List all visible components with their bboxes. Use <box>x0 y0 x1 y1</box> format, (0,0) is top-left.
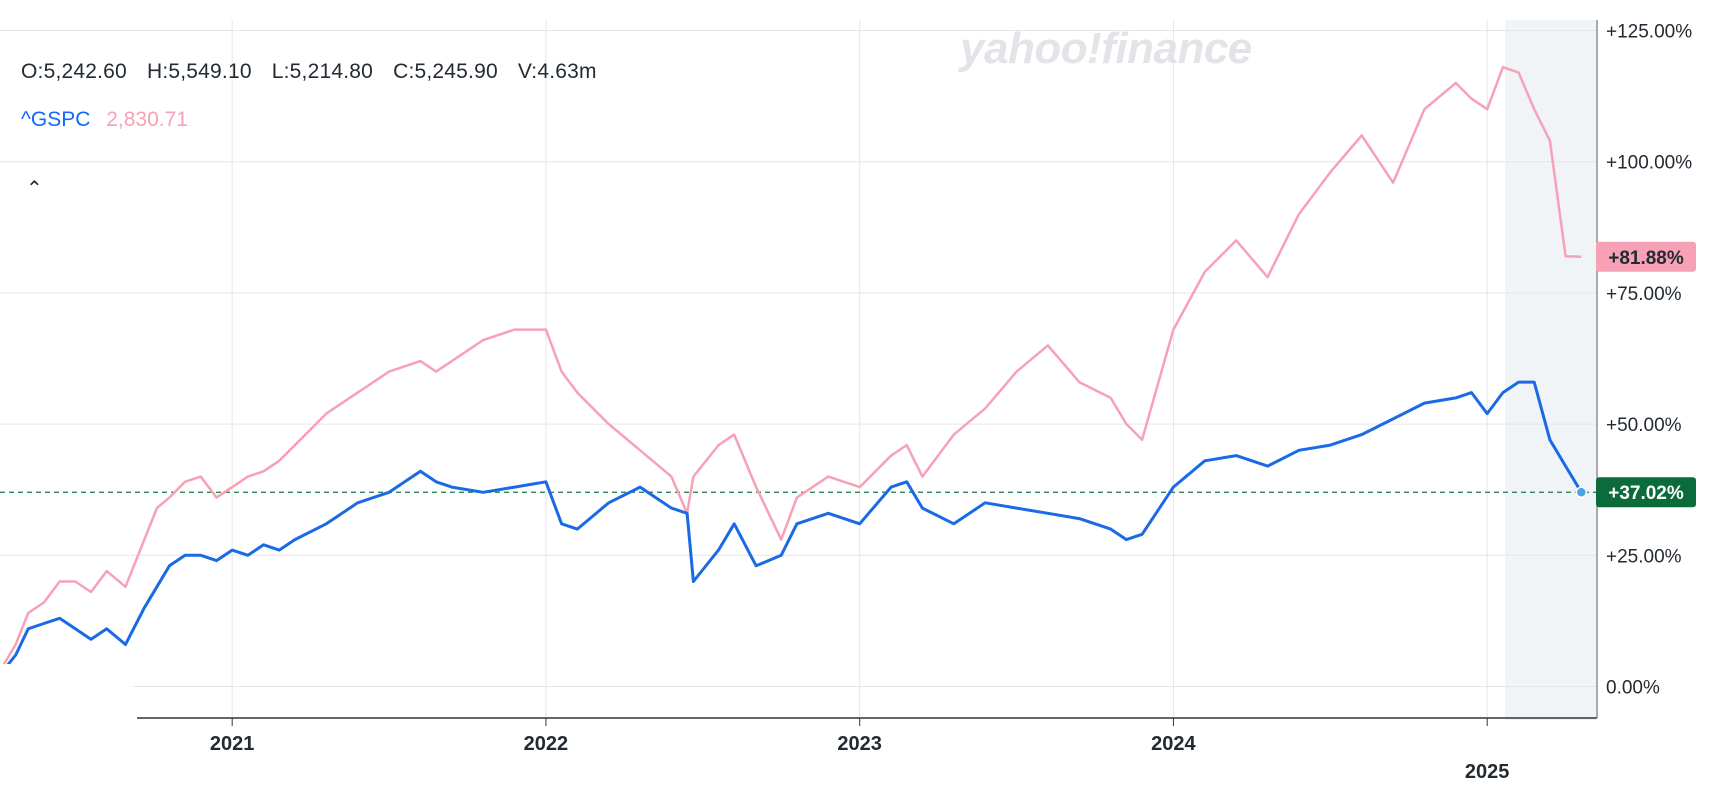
legend: ^GSPC 2,830.71 <box>21 108 188 132</box>
y-tick-label: 0.00% <box>1606 678 1660 699</box>
series-line-gspc <box>1 380 1583 672</box>
legend-symbol[interactable]: ^GSPC <box>21 108 91 131</box>
y-tick-label: +50.00% <box>1606 415 1682 436</box>
chevron-up-icon[interactable]: ⌃ <box>26 178 43 200</box>
last-value-label: +37.02% <box>1608 483 1684 504</box>
open-value: O:5,242.60 <box>21 60 127 83</box>
close-value: C:5,245.90 <box>393 60 498 83</box>
y-tick-label: +100.00% <box>1606 153 1692 174</box>
last-point-marker <box>1575 486 1588 498</box>
volume-value: V:4.63m <box>517 60 597 83</box>
legend-compare-value: 2,830.71 <box>106 108 188 131</box>
x-tick-label: 2022 <box>524 733 569 755</box>
y-tick-label: +125.00% <box>1606 21 1692 42</box>
x-tick-label: 2023 <box>837 733 882 755</box>
x-tick-label: 2021 <box>210 733 255 755</box>
x-axis-ticks: 2021 2022 2023 2024 2025 <box>210 718 1510 783</box>
corner-overlay <box>0 664 135 793</box>
y-tick-label: +75.00% <box>1606 284 1682 305</box>
grid-lines <box>0 20 1597 718</box>
low-value: L:5,214.80 <box>271 60 374 83</box>
x-tick-label: 2025 <box>1465 761 1510 783</box>
series-line-comparison <box>2 65 1582 667</box>
last-value-label: +81.88% <box>1608 248 1684 269</box>
ohlc-readout: O:5,242.60 H:5,549.10 L:5,214.80 C:5,245… <box>21 60 611 84</box>
forecast-shade <box>1505 20 1596 720</box>
x-tick-label: 2024 <box>1151 733 1196 755</box>
yahoo-finance-logo: yahoo!finance <box>960 24 1252 73</box>
high-value: H:5,549.10 <box>146 60 252 83</box>
series-lines <box>1 65 1588 672</box>
y-tick-label: +25.00% <box>1606 546 1682 567</box>
y-axis-ticks: +125.00% +100.00% +75.00% +50.00% +25.00% 0.0… <box>1606 21 1692 698</box>
last-value-badge-comparison <box>1596 241 1696 272</box>
last-value-badges: +81.88% +37.02% <box>1596 241 1696 508</box>
last-value-badge-gspc <box>1596 477 1696 508</box>
